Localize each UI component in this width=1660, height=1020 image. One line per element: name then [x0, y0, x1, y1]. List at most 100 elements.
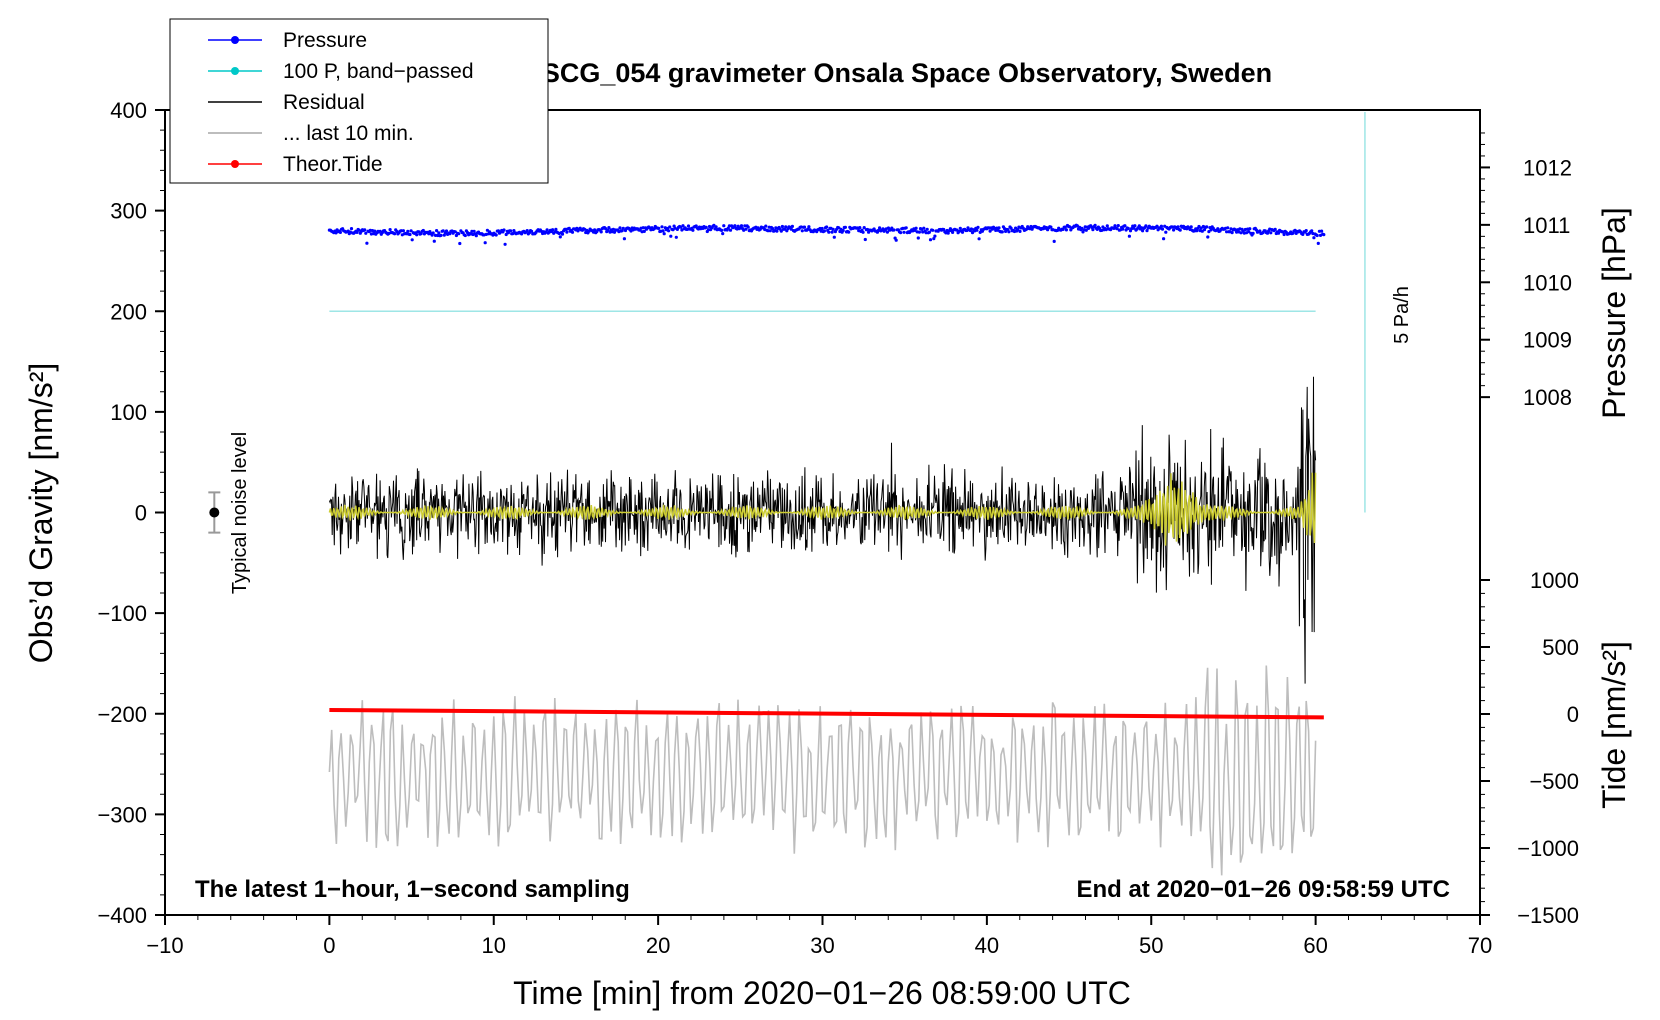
pressure-point: [504, 232, 508, 237]
y-axis-title: Obs’d Gravity [nm/s²]: [23, 363, 59, 664]
noise-marker: [208, 491, 221, 534]
pressure-point: [1007, 230, 1011, 234]
pressure-point: [604, 227, 608, 231]
last-10-min-line: [328, 665, 1317, 876]
scale-bar-label: 5 Pa/h: [1391, 286, 1413, 344]
y-tick-label: 300: [110, 199, 147, 224]
pressure-point: [1052, 239, 1056, 243]
pressure-point: [483, 241, 487, 245]
pressure-point: [927, 230, 932, 234]
legend: Pressure 100 P, band−passed Residual ... la…: [169, 18, 549, 184]
pressure-point: [560, 232, 565, 236]
pressure-point: [899, 231, 903, 235]
pressure-point: [458, 241, 462, 246]
pressure-point: [1137, 224, 1141, 228]
pressure-point: [669, 234, 673, 238]
pressure-point: [1145, 229, 1149, 233]
pressure-point: [570, 230, 575, 234]
pressure-point: [922, 226, 926, 230]
pressure-point: [917, 230, 922, 234]
pressure-point: [779, 229, 783, 233]
pressure-point: [933, 234, 937, 238]
pressure-point: [1195, 229, 1199, 233]
pressure-point: [472, 229, 476, 233]
tide-axis-title: Tide [nm/s²]: [1596, 641, 1632, 809]
pressure-point: [802, 225, 807, 229]
tide-axis-ticks: 1000 500 0 −500 −1000 −1500: [1480, 568, 1579, 928]
pressure-point: [743, 224, 747, 228]
pressure-point: [807, 225, 811, 229]
pressure-point: [830, 230, 834, 234]
x-tick-label: 60: [1303, 933, 1327, 958]
pressure-point: [1322, 233, 1326, 237]
pressure-point: [904, 226, 908, 230]
legend-label: Pressure: [283, 29, 367, 52]
pressure-point: [997, 226, 1001, 230]
pressure-point: [565, 230, 569, 234]
residual-line: [328, 376, 1317, 684]
y-tick-label: −200: [97, 702, 147, 727]
pressure-point: [944, 231, 948, 235]
pressure-axis-title: Pressure [hPa]: [1596, 207, 1632, 419]
x-tick-label: 0: [323, 933, 335, 958]
pressure-point: [567, 226, 571, 230]
pressure-point: [1200, 229, 1204, 233]
pressure-point: [621, 226, 625, 230]
pressure-point: [1239, 231, 1243, 235]
pressure-point: [1121, 227, 1125, 231]
pressure-point: [622, 237, 627, 241]
pressure-point: [827, 230, 831, 234]
annotation-bottom-left: The latest 1−hour, 1−second sampling: [195, 876, 630, 903]
pressure-point: [1159, 224, 1163, 228]
pressure-point: [1189, 225, 1193, 229]
pressure-point: [1226, 226, 1230, 230]
pressure-point: [1315, 233, 1319, 238]
pressure-point: [746, 225, 750, 229]
pressure-point: [642, 229, 646, 233]
tide-tick-label: 500: [1542, 635, 1579, 660]
pressure-point: [431, 231, 435, 235]
pressure-point: [409, 229, 413, 233]
pressure-point: [1320, 229, 1324, 233]
pressure-point: [365, 241, 369, 245]
pressure-point: [349, 227, 354, 231]
pressure-tick-label: 1012: [1523, 155, 1572, 180]
pressure-point: [863, 237, 867, 242]
x-tick-label: 30: [810, 933, 834, 958]
pressure-point: [1000, 230, 1004, 234]
pressure-point: [1105, 224, 1109, 228]
y-tick-label: 100: [110, 400, 147, 425]
pressure-point: [1009, 226, 1013, 230]
pressure-point: [1282, 232, 1286, 237]
pressure-point: [1312, 236, 1316, 240]
pressure-series: [327, 223, 1326, 246]
pressure-point: [503, 242, 507, 246]
pressure-point: [668, 225, 672, 229]
pressure-point: [545, 228, 549, 232]
x-tick-label: 40: [975, 933, 999, 958]
pressure-point: [674, 235, 678, 239]
pressure-point: [988, 229, 992, 233]
pressure-point: [1093, 223, 1097, 227]
pressure-point: [894, 238, 898, 242]
pressure-point: [818, 226, 822, 231]
pressure-point: [606, 228, 610, 232]
pressure-point: [441, 229, 445, 233]
pressure-point: [457, 232, 461, 236]
pressure-point: [728, 228, 733, 232]
pressure-point: [1141, 229, 1145, 233]
pressure-point: [691, 228, 695, 232]
pressure-point: [439, 233, 443, 237]
pressure-point: [976, 225, 980, 229]
pressure-point: [1064, 228, 1068, 232]
x-axis-ticks: −10 0 10 20 30 40 50 60 70: [146, 915, 1492, 958]
pressure-point: [1316, 241, 1320, 245]
pressure-point: [790, 224, 795, 228]
pressure-point: [820, 226, 824, 231]
x-tick-label: 50: [1139, 933, 1163, 958]
pressure-point: [783, 227, 787, 231]
pressure-point: [1101, 225, 1105, 229]
tide-tick-label: 0: [1567, 702, 1579, 727]
residual-filtered-series: [328, 472, 1317, 546]
